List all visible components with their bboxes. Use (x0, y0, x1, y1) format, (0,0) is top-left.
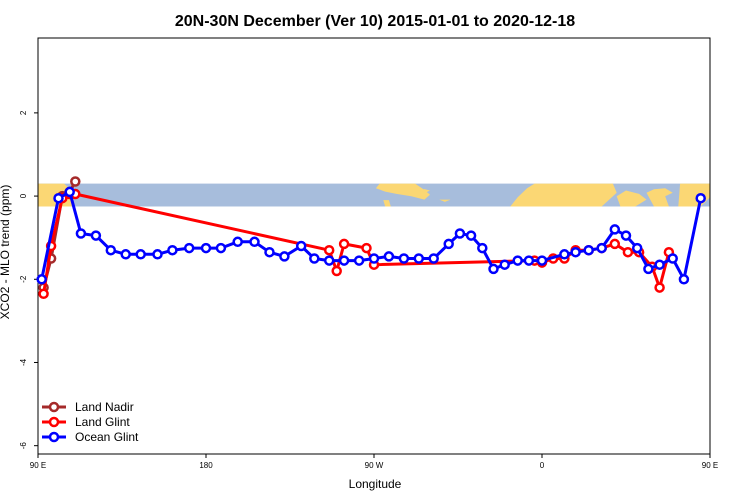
data-point (120, 249, 131, 260)
land-shape (439, 199, 451, 202)
legend-item: Land Nadir (42, 400, 134, 414)
land-shape (510, 183, 617, 207)
y-tick-label: -6 (19, 442, 28, 450)
legend-label: Land Nadir (75, 400, 134, 414)
data-point (200, 242, 212, 254)
land-shape (646, 188, 673, 207)
data-point (215, 242, 227, 254)
data-point (105, 244, 117, 256)
data-point (536, 255, 548, 266)
data-point (249, 236, 260, 248)
data-point (264, 246, 275, 258)
series-layer (36, 176, 706, 300)
data-point (368, 253, 380, 264)
data-point (570, 246, 581, 258)
legend-label: Land Glint (75, 415, 130, 429)
legend-item: Ocean Glint (42, 430, 139, 444)
land-shape (418, 189, 430, 194)
data-point (90, 230, 102, 241)
legend-label: Ocean Glint (75, 430, 139, 444)
world-map-band (38, 183, 710, 207)
data-point (135, 249, 146, 260)
legend-item: Land Glint (42, 415, 130, 429)
series-line (42, 192, 671, 295)
data-point (631, 242, 643, 254)
y-tick-label: -2 (19, 275, 28, 283)
data-point (309, 253, 320, 264)
data-point (413, 253, 425, 264)
data-point (499, 259, 510, 270)
data-point (167, 244, 178, 256)
y-axis-label: XCO2 - MLO trend (ppm) (0, 185, 12, 320)
data-point (38, 288, 49, 300)
data-point (512, 255, 523, 266)
x-tick-label: 0 (540, 461, 545, 470)
land-shape (616, 190, 647, 207)
data-point (667, 253, 678, 264)
data-point (559, 249, 570, 260)
data-point (609, 224, 621, 235)
series-ocean-glint (36, 186, 706, 285)
data-point (678, 274, 690, 285)
data-point (331, 265, 342, 277)
y-tick-label: -4 (19, 358, 28, 366)
x-tick-label: 90 W (365, 461, 384, 470)
data-point (53, 192, 64, 204)
data-point (596, 242, 607, 254)
data-point (338, 255, 350, 266)
legend-marker (48, 401, 60, 413)
data-point (583, 244, 594, 256)
data-point (152, 249, 163, 260)
data-point (465, 230, 477, 241)
y-axis: -6 -4 -2 0 2 (19, 110, 38, 449)
data-point (183, 242, 195, 254)
data-point (353, 255, 365, 266)
data-point (383, 251, 395, 262)
data-point (232, 236, 243, 248)
data-point (428, 253, 439, 264)
data-point (70, 176, 81, 187)
data-point (36, 274, 47, 285)
data-point (323, 244, 335, 256)
data-point (523, 255, 535, 266)
legend-marker (48, 416, 60, 428)
data-point (323, 255, 335, 266)
data-point (488, 263, 499, 275)
x-axis-label: Longitude (349, 477, 402, 491)
data-point (398, 253, 410, 264)
x-tick-label: 180 (199, 461, 213, 470)
data-point (695, 192, 706, 204)
data-point (643, 263, 654, 275)
data-point (654, 282, 665, 293)
y-tick-label: 2 (19, 110, 28, 115)
x-tick-label: 90 E (702, 461, 718, 470)
data-point (295, 240, 307, 252)
data-point (454, 228, 466, 239)
data-point (622, 246, 634, 258)
data-point (361, 242, 372, 254)
data-point (64, 186, 75, 198)
data-point (338, 238, 350, 250)
data-point (279, 251, 290, 262)
data-point (620, 230, 632, 241)
land-shape (383, 200, 391, 207)
data-point (609, 238, 621, 250)
data-point (75, 228, 87, 239)
x-tick-label: 90 E (30, 461, 46, 470)
data-point (443, 238, 454, 250)
x-axis: 90 E 180 90 W 0 90 E (30, 454, 718, 470)
y-tick-label: 0 (19, 193, 28, 198)
legend-marker (48, 431, 60, 443)
land-shape (375, 183, 430, 200)
data-point (654, 259, 665, 270)
chart-title: 20N-30N December (Ver 10) 2015-01-01 to … (175, 13, 575, 30)
data-point (477, 242, 488, 254)
